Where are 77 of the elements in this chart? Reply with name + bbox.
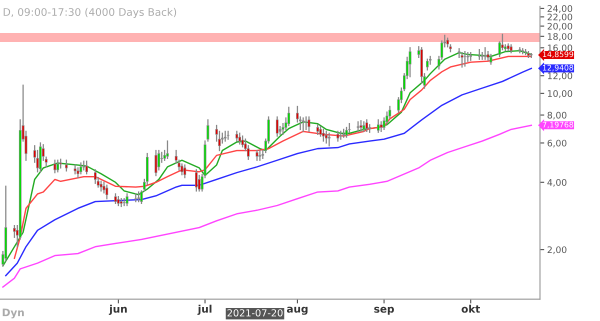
candlestick — [100, 180, 102, 192]
y-tick-label: 8,00 — [548, 112, 566, 120]
candlestick — [287, 106, 290, 126]
x-tick-label: jun — [108, 304, 127, 315]
candlestick — [518, 47, 522, 54]
candlestick — [377, 119, 380, 133]
candlestick — [166, 140, 169, 159]
candlestick — [241, 135, 244, 148]
candlestick — [180, 163, 184, 176]
candlestick — [65, 160, 68, 172]
candlestick — [345, 126, 348, 138]
candlestick — [484, 47, 486, 60]
text: 2021-07-20 — [227, 309, 283, 317]
candlestick — [85, 160, 88, 174]
candlestick — [258, 150, 262, 161]
candlestick — [126, 193, 128, 206]
y-tick-label: 2,00 — [548, 246, 566, 254]
candlestick — [362, 121, 366, 132]
candlestick — [195, 169, 198, 192]
chart-title: D, 09:00-17:30 (4000 Days Back) — [4, 8, 176, 18]
candlestick — [469, 52, 472, 61]
candlestick — [408, 47, 412, 78]
candlestick — [114, 193, 117, 204]
candlestick — [59, 158, 62, 169]
candlestick — [94, 169, 97, 184]
candlestick — [304, 116, 308, 130]
candlestick — [325, 130, 328, 144]
candlestick — [524, 49, 527, 56]
candlestick — [342, 128, 345, 138]
candlestick — [106, 184, 108, 200]
x-tick-label: sep — [374, 306, 394, 315]
line-series — [2, 124, 532, 288]
y-tick-label: 6,00 — [548, 140, 566, 148]
candlestick — [322, 128, 325, 142]
candlestick — [154, 150, 158, 176]
candlestick — [380, 121, 382, 132]
candlestick — [39, 142, 42, 172]
candlestick — [54, 160, 56, 174]
candlestick — [530, 52, 533, 58]
candlestick — [336, 130, 340, 142]
candlestick — [302, 117, 304, 132]
candlestick — [464, 50, 466, 67]
candlestick — [140, 190, 143, 204]
y-tick-label: 22,00 — [548, 14, 572, 22]
candlestick — [365, 119, 368, 132]
candlestick — [460, 52, 464, 68]
candlestick — [356, 121, 360, 132]
y-tick-label: 10,00 — [548, 90, 572, 98]
candlestick — [184, 164, 186, 178]
candlestick — [308, 116, 310, 132]
y-tick-label: 20,00 — [548, 22, 572, 31]
candlestick — [134, 193, 138, 202]
candlestick — [426, 58, 429, 71]
y-tick-label: 12,00 — [548, 72, 572, 80]
candlestick — [360, 120, 362, 132]
y-tick-label: 4,00 — [547, 179, 566, 187]
candlestick — [206, 119, 210, 142]
candlestick — [256, 150, 258, 161]
y-tick-label: 18,00 — [548, 33, 572, 41]
x-tick-label: okt — [462, 304, 480, 313]
x-tick-label: aug — [286, 306, 308, 315]
candlestick — [224, 130, 227, 142]
candlestick — [56, 160, 60, 172]
candlestick — [276, 116, 279, 137]
candlestick — [490, 54, 492, 65]
x-tick-label: jul — [197, 304, 212, 315]
candlestick — [478, 49, 481, 60]
text: Dyn — [2, 308, 24, 318]
candlestick — [328, 132, 330, 146]
candlestick — [137, 191, 140, 202]
candlestick — [82, 160, 86, 170]
candlestick — [521, 48, 524, 54]
y-tick-label: 24,00 — [548, 5, 572, 13]
candlestick — [236, 130, 238, 142]
candlestick — [238, 132, 241, 145]
candlestick — [316, 124, 319, 135]
candlestick — [80, 162, 82, 174]
